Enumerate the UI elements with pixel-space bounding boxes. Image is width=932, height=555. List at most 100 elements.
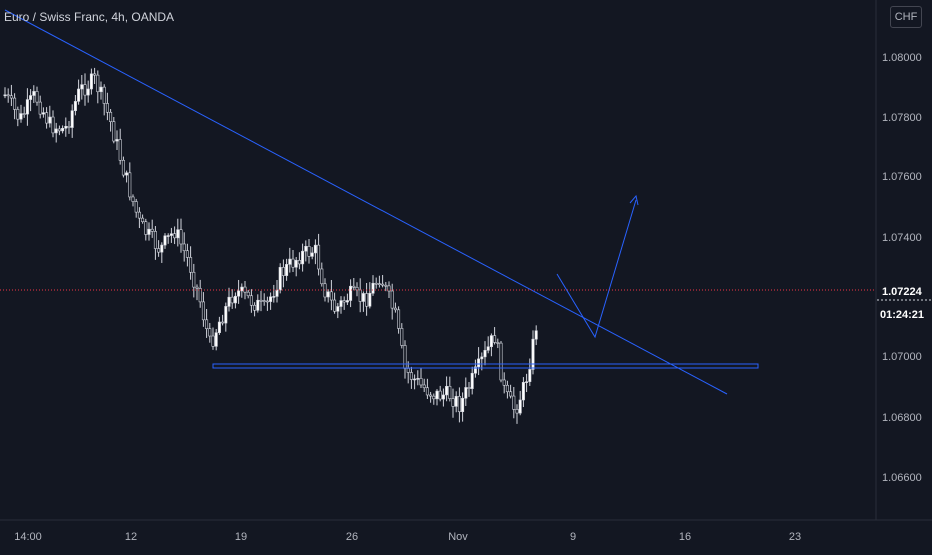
candle-body xyxy=(86,88,90,96)
candle-body xyxy=(384,284,388,287)
support-zone[interactable] xyxy=(212,363,759,369)
candle-body xyxy=(13,97,17,110)
candle-body xyxy=(230,296,234,304)
candle-body xyxy=(173,233,177,239)
current-price-badge: 1.07224 01:24:21 xyxy=(877,282,932,321)
candle-body xyxy=(227,296,231,307)
candle-body xyxy=(381,283,385,286)
candle-body xyxy=(262,300,266,302)
candle-body xyxy=(473,366,477,374)
forecast-path[interactable] xyxy=(556,199,637,339)
candle-body xyxy=(192,271,196,288)
candle-body xyxy=(189,257,193,273)
candle-body xyxy=(422,384,426,389)
candle-body xyxy=(365,293,369,307)
time-tick: 23 xyxy=(789,531,801,543)
candle-body xyxy=(112,121,116,142)
candle-body xyxy=(185,250,189,258)
candle-body xyxy=(134,201,138,213)
candle-body xyxy=(176,229,180,239)
candle-body xyxy=(294,260,298,268)
candle-body xyxy=(89,73,93,90)
candle-body xyxy=(512,395,516,410)
candle-body xyxy=(48,116,52,124)
candle-body xyxy=(153,231,157,249)
candle-body xyxy=(195,286,199,289)
candle-body xyxy=(288,258,292,265)
candle-body xyxy=(3,94,7,97)
symbol-title[interactable]: Euro / Swiss Franc, 4h, OANDA xyxy=(4,10,175,24)
candle-body xyxy=(502,379,506,386)
price-tick: 1.06800 xyxy=(882,412,922,424)
candle-body xyxy=(499,342,503,381)
candle-body xyxy=(493,335,497,343)
candle-body xyxy=(29,95,33,100)
candle-body xyxy=(454,396,458,407)
plot-background xyxy=(0,0,876,520)
currency-button[interactable]: CHF xyxy=(890,6,922,28)
time-tick: 9 xyxy=(570,531,576,543)
candle-body xyxy=(118,139,122,161)
candle-body xyxy=(425,387,429,396)
candle-body xyxy=(281,267,285,276)
candle-body xyxy=(390,290,394,309)
candle-body xyxy=(457,396,461,413)
candle-body xyxy=(521,382,525,401)
time-tick: Nov xyxy=(448,531,468,543)
candle-body xyxy=(464,387,468,399)
price-tick: 1.07400 xyxy=(882,232,922,244)
candle-body xyxy=(64,125,68,129)
candle-body xyxy=(217,321,221,333)
candle-body xyxy=(70,110,74,128)
candle-body xyxy=(237,290,241,297)
candle-body xyxy=(368,292,372,307)
candle-body xyxy=(169,233,173,236)
time-axis[interactable]: 14:00 12 19 26 Nov 9 16 23 xyxy=(14,531,801,543)
price-axis[interactable]: 1.08000 1.07800 1.07600 1.07400 1.07000 … xyxy=(882,52,922,484)
candle-body xyxy=(515,409,519,414)
candle-body xyxy=(131,196,135,202)
candle-body xyxy=(336,306,340,312)
candle-body xyxy=(211,335,215,347)
price-tick: 1.07800 xyxy=(882,112,922,124)
price-tick: 1.06600 xyxy=(882,472,922,484)
candle-body xyxy=(377,283,381,285)
candle-body xyxy=(22,113,26,115)
candle-body xyxy=(301,250,305,265)
descending-trendline[interactable] xyxy=(4,9,728,395)
candle-body xyxy=(397,309,401,329)
candle-body xyxy=(374,282,378,285)
candle-body xyxy=(509,391,513,397)
candle-body xyxy=(45,112,49,124)
candle-body xyxy=(326,291,330,298)
candle-body xyxy=(297,260,301,265)
candle-body xyxy=(253,304,257,311)
time-tick: 26 xyxy=(346,531,358,543)
time-tick: 14:00 xyxy=(14,531,42,543)
countdown-label: 01:24:21 xyxy=(880,309,924,321)
candle-body xyxy=(534,330,538,340)
candle-body xyxy=(54,128,58,134)
candle-body xyxy=(214,332,218,347)
current-price-label: 1.07224 xyxy=(882,286,923,298)
candle-body xyxy=(409,372,413,380)
candle-body xyxy=(205,319,209,329)
candle-body xyxy=(291,258,295,268)
candle-body xyxy=(93,73,97,76)
candle-body xyxy=(141,217,145,223)
candle-body xyxy=(109,111,113,122)
time-tick: 12 xyxy=(125,531,137,543)
candle-body xyxy=(128,172,132,198)
candle-body xyxy=(445,386,449,396)
candle-body xyxy=(278,267,282,291)
candle-body xyxy=(451,398,455,407)
candle-body xyxy=(125,172,129,176)
price-tick: 1.07600 xyxy=(882,171,922,183)
candle-body xyxy=(275,289,279,297)
candle-body xyxy=(163,235,167,246)
candle-body xyxy=(531,338,535,370)
time-tick: 19 xyxy=(235,531,247,543)
time-tick: 16 xyxy=(679,531,691,543)
